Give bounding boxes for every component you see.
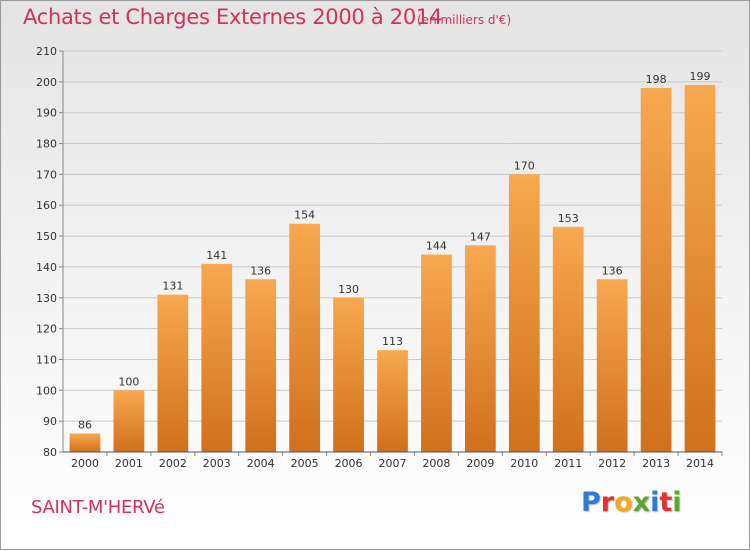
bar-2012 bbox=[596, 279, 628, 452]
logo-letter: t bbox=[659, 487, 673, 518]
data-label: 170 bbox=[514, 159, 535, 172]
x-tick-label: 2010 bbox=[510, 457, 538, 470]
x-tick-label: 2003 bbox=[203, 457, 231, 470]
bar-2010 bbox=[508, 174, 540, 452]
x-tick-label: 2011 bbox=[554, 457, 582, 470]
logo-letter: i bbox=[672, 487, 682, 518]
data-label: 141 bbox=[206, 249, 227, 262]
data-label: 199 bbox=[690, 70, 711, 83]
bar-2001 bbox=[113, 390, 145, 452]
data-label: 198 bbox=[646, 73, 667, 86]
y-tick-label: 180 bbox=[36, 138, 57, 151]
bar-2011 bbox=[552, 226, 584, 452]
bar-2000 bbox=[69, 433, 101, 452]
data-label: 136 bbox=[602, 264, 623, 277]
bar-2007 bbox=[377, 350, 408, 452]
y-tick-label: 200 bbox=[36, 76, 57, 89]
y-tick-label: 80 bbox=[43, 446, 57, 459]
y-axis-ticks: 80 90 100 110 120 130 140 150 160 170 180 190 200 210 bbox=[36, 45, 57, 459]
data-label: 100 bbox=[118, 375, 139, 388]
logo-letter: i bbox=[650, 487, 660, 518]
chart-subtitle: (en milliers d'€) bbox=[417, 13, 512, 27]
x-tick-label: 2004 bbox=[247, 457, 275, 470]
x-tick-label: 2001 bbox=[115, 457, 143, 470]
place-name: SAINT-M'HERVé bbox=[31, 497, 165, 518]
data-label: 147 bbox=[470, 230, 491, 243]
bar-2006 bbox=[333, 297, 364, 452]
y-tick-label: 110 bbox=[36, 353, 57, 366]
x-tick-label: 2000 bbox=[71, 457, 99, 470]
data-label: 136 bbox=[250, 264, 271, 277]
bar-2008 bbox=[421, 254, 452, 452]
x-tick-label: 2007 bbox=[379, 457, 407, 470]
bar-2013 bbox=[640, 88, 672, 452]
logo-letter: x bbox=[632, 487, 651, 518]
data-label: 144 bbox=[426, 240, 447, 253]
data-label: 86 bbox=[78, 418, 92, 431]
y-tick-label: 160 bbox=[36, 199, 57, 212]
x-tick-label: 2002 bbox=[159, 457, 187, 470]
data-label: 154 bbox=[294, 209, 315, 222]
bars bbox=[69, 84, 716, 452]
chart-title: Achats et Charges Externes 2000 à 2014 bbox=[23, 5, 443, 29]
logo-letter: r bbox=[600, 487, 615, 518]
y-tick-label: 140 bbox=[36, 261, 57, 274]
y-tick-label: 100 bbox=[36, 384, 57, 397]
data-label: 130 bbox=[338, 283, 359, 296]
logo-letter: P bbox=[581, 487, 601, 518]
data-label: 131 bbox=[162, 280, 183, 293]
bar-2009 bbox=[464, 245, 496, 452]
y-tick-label: 190 bbox=[36, 107, 57, 120]
x-tick-label: 2006 bbox=[335, 457, 363, 470]
y-tick-label: 150 bbox=[36, 230, 57, 243]
logo-letter: o bbox=[614, 487, 633, 518]
bar-2004 bbox=[245, 279, 277, 452]
x-tick-label: 2013 bbox=[642, 457, 670, 470]
bar-2005 bbox=[289, 223, 321, 452]
x-axis-ticks: 2000 2001 2002 2003 2004 2005 2006 2007 2008 2009… bbox=[71, 452, 723, 470]
x-tick-label: 2005 bbox=[291, 457, 319, 470]
data-label: 153 bbox=[558, 212, 579, 225]
proxiti-logo: Proxiti bbox=[581, 487, 682, 518]
data-label: 113 bbox=[382, 335, 403, 348]
y-tick-label: 90 bbox=[43, 415, 57, 428]
x-tick-label: 2008 bbox=[422, 457, 450, 470]
y-tick-label: 120 bbox=[36, 323, 57, 336]
bar-2014 bbox=[684, 84, 716, 452]
y-tick-label: 210 bbox=[36, 45, 57, 58]
x-tick-label: 2014 bbox=[686, 457, 714, 470]
bar-2002 bbox=[157, 294, 189, 452]
data-labels: 86 100 131 141 136 154 130 113 144 147 170 153 136 19… bbox=[78, 70, 711, 432]
y-tick-label: 130 bbox=[36, 292, 57, 305]
y-tick-label: 170 bbox=[36, 168, 57, 181]
x-tick-label: 2009 bbox=[466, 457, 494, 470]
x-tick-label: 2012 bbox=[598, 457, 626, 470]
bar-2003 bbox=[201, 263, 233, 452]
